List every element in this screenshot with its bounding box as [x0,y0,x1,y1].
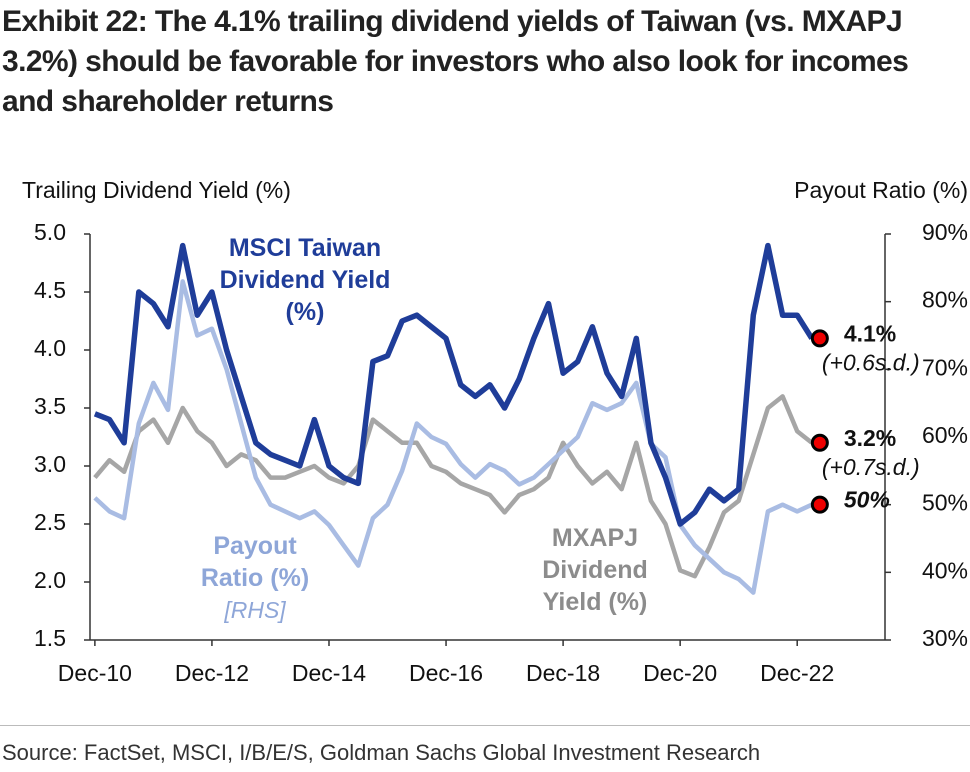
y-tick-label: 2.0 [34,567,66,593]
x-tick-label: Dec-18 [526,660,600,686]
annotation-sub: (+0.7s.d.) [822,454,920,480]
endpoint-dot [810,329,829,348]
y2-tick-label: 30% [922,625,968,651]
series-label: Payout Ratio (%) [200,532,310,592]
series-line [93,279,813,595]
annotation: 3.2% [844,425,896,451]
y-tick-label: 4.0 [34,335,66,361]
x-tick-label: Dec-14 [292,660,366,686]
y2-tick-label: 90% [922,219,968,245]
x-tick-label: Dec-20 [643,660,717,686]
y2-axis-label: Payout Ratio (%) [794,177,968,203]
y2-tick-label: 60% [922,422,968,448]
endpoint-dot [810,495,829,514]
y-tick-label: 1.5 [34,625,66,651]
annotation: 4.1% [844,320,896,346]
y-tick-label: 3.5 [34,393,66,419]
endpoint-dot [810,433,829,452]
series-line [93,242,815,527]
y2-tick-label: 50% [922,490,968,516]
y2-tick-label: 80% [922,287,968,313]
series-note: [RHS] [224,597,286,623]
series-line [93,394,814,579]
x-tick-label: Dec-10 [58,660,132,686]
y-tick-label: 2.5 [34,509,66,535]
chart-title: Exhibit 22: The 4.1% trailing dividend y… [2,5,909,118]
x-tick-label: Dec-12 [175,660,249,686]
series-label: MXAPJ Dividend Yield (%) [542,524,648,616]
annotation-sub: (+0.6s.d.) [822,349,920,375]
source: Source: FactSet, MSCI, I/B/E/S, Goldman … [2,740,761,765]
divider [0,725,970,726]
x-tick-label: Dec-22 [760,660,834,686]
y-tick-label: 3.0 [34,451,66,477]
annotation: 50% [844,487,890,513]
y-axis-label: Trailing Dividend Yield (%) [22,177,291,203]
y2-tick-label: 70% [922,354,968,380]
y-tick-label: 5.0 [34,219,66,245]
y2-tick-label: 40% [922,557,968,583]
y-tick-label: 4.5 [34,277,66,303]
x-tick-label: Dec-16 [409,660,483,686]
series-label: MSCI Taiwan Dividend Yield (%) [219,234,391,326]
